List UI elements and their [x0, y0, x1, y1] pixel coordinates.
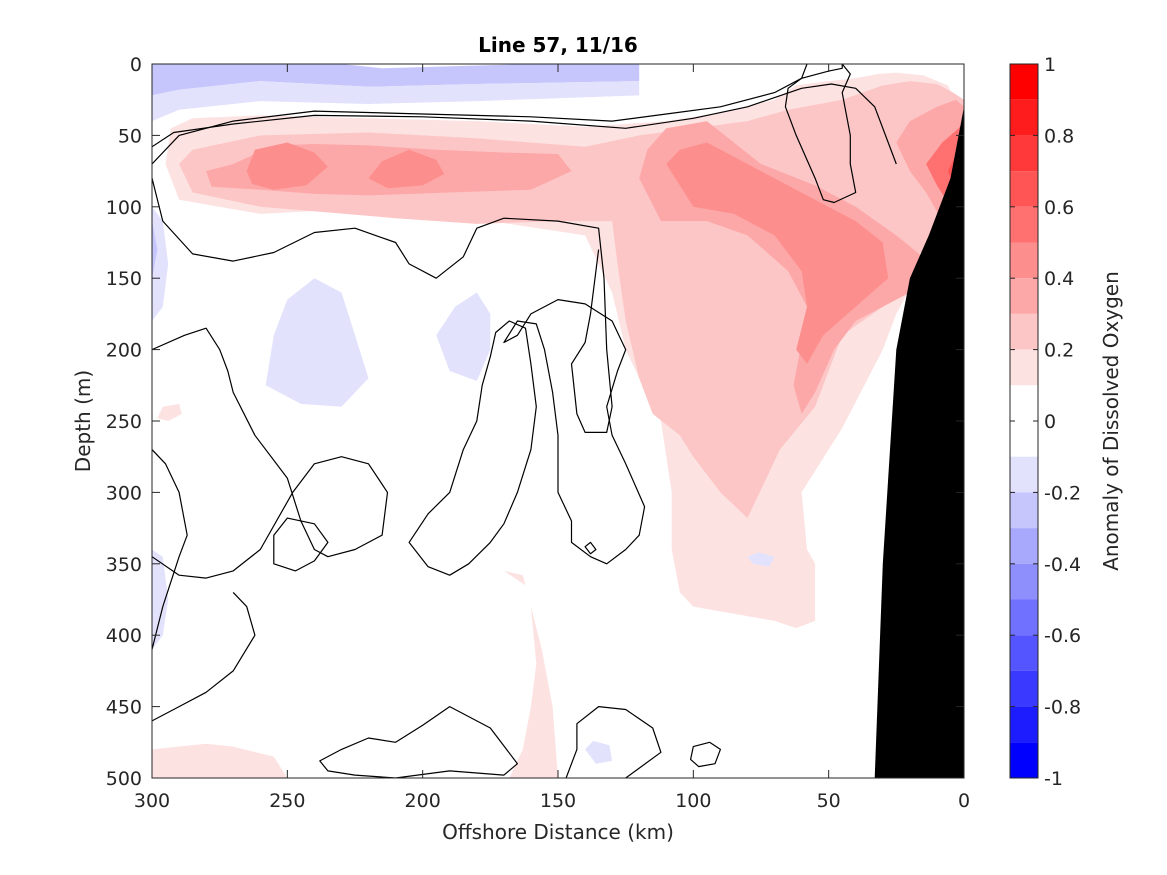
anomaly-region-16 [368, 149, 445, 189]
x-tick-label: 250 [269, 790, 305, 812]
colorbar-tick-label: 0.2 [1044, 340, 1074, 362]
colorbar-segment-12 [1010, 492, 1038, 529]
zero-contour-0 [152, 64, 843, 165]
seafloor [874, 106, 964, 778]
zero-contour-12 [689, 741, 722, 768]
plot-area [152, 64, 964, 778]
y-tick-label: 450 [106, 697, 142, 719]
chart-title: Line 57, 11/16 [478, 33, 638, 57]
y-tick-label: 500 [106, 768, 142, 790]
colorbar-segment-8 [1010, 349, 1038, 386]
zero-contour-1 [152, 83, 897, 165]
zero-contour-10 [319, 705, 519, 778]
colorbar-segment-14 [1010, 563, 1038, 600]
zero-contour-9 [584, 541, 597, 555]
colorbar: 1 0.8 0.6 0.4 0.2 0 -0.2 -0.4 -0.6 -0.8 -1 [1009, 54, 1081, 790]
anomaly-region-3 [152, 221, 158, 279]
colorbar-segment-3 [1010, 171, 1038, 207]
y-axis-title: Depth (m) [71, 370, 95, 472]
anomaly-regions [152, 64, 964, 778]
anomaly-region-14 [666, 142, 889, 364]
anomaly-region-1 [152, 81, 640, 122]
zero-contour-4 [152, 327, 389, 579]
colorbar-tick-label: -0.8 [1044, 697, 1081, 719]
seafloor-mask [874, 106, 964, 778]
colorbar-segment-4 [1010, 206, 1038, 243]
x-tick-label: 0 [958, 790, 970, 812]
colorbar-segment-17 [1010, 670, 1038, 707]
anomaly-region-21 [503, 570, 558, 778]
anomaly-region-5 [436, 292, 491, 381]
colorbar-segment-9 [1010, 385, 1038, 421]
colorbar-tick-label: 0.4 [1044, 268, 1074, 290]
colorbar-segment-19 [1010, 742, 1038, 778]
y-tick-label: 150 [106, 268, 142, 290]
x-tick-label: 50 [817, 790, 841, 812]
colorbar-tick-label: 0.8 [1044, 125, 1074, 147]
colorbar-tick-label: 0.6 [1044, 197, 1074, 219]
colorbar-title: Anomaly of Dissolved Oxygen [1099, 271, 1123, 571]
colorbar-segment-5 [1010, 242, 1038, 279]
zero-contour-6 [273, 517, 329, 572]
x-tick-label: 150 [540, 790, 576, 812]
x-tick-label: 100 [675, 790, 711, 812]
y-tick-label: 350 [106, 554, 142, 576]
colorbar-tick-label: 0 [1044, 411, 1056, 433]
colorbar-segment-10 [1010, 421, 1038, 457]
colorbar-segment-16 [1010, 635, 1038, 671]
colorbar-segment-15 [1010, 599, 1038, 636]
x-tick-label: 200 [405, 790, 441, 812]
anomaly-region-8 [152, 549, 169, 650]
colorbar-segment-11 [1010, 456, 1038, 493]
zero-contour-7 [503, 299, 646, 565]
colorbar-tick-label: -0.6 [1044, 625, 1081, 647]
colorbar-segment-2 [1010, 135, 1038, 172]
anomaly-region-9 [585, 740, 613, 764]
colorbar-tick-label: -1 [1044, 768, 1063, 790]
colorbar-segment-18 [1010, 706, 1038, 743]
anomaly-region-20 [157, 403, 182, 421]
colorbar-segment-13 [1010, 528, 1038, 564]
anomaly-region-0 [152, 64, 640, 96]
zero-contour-8 [408, 320, 537, 576]
colorbar-tick-label: -0.2 [1044, 482, 1081, 504]
anomaly-region-15 [246, 142, 328, 190]
y-tick-label: 200 [106, 340, 142, 362]
y-tick-label: 0 [130, 54, 142, 76]
zero-contour-2 [784, 64, 857, 204]
zero-contour-13 [152, 591, 256, 722]
colorbar-segment-6 [1010, 278, 1038, 314]
y-tick-label: 50 [118, 125, 142, 147]
zero-contour-11 [565, 705, 662, 778]
y-tick-label: 250 [106, 411, 142, 433]
anomaly-region-2 [152, 206, 169, 321]
anomaly-region-4 [265, 278, 369, 407]
zero-contour-3 [152, 178, 613, 433]
colorbar-tick-label: 1 [1044, 54, 1056, 76]
y-tick-label: 100 [106, 197, 142, 219]
anomaly-region-22 [152, 743, 288, 778]
colorbar-segment-1 [1010, 99, 1038, 136]
x-tick-label: 300 [134, 790, 170, 812]
colorbar-tick-label: -0.4 [1044, 554, 1081, 576]
zero-contours [152, 64, 897, 778]
zero-contour-5 [152, 449, 188, 650]
anomaly-region-23 [747, 552, 775, 567]
y-tick-label: 400 [106, 625, 142, 647]
y-tick-label: 300 [106, 482, 142, 504]
x-axis-title: Offshore Distance (km) [442, 820, 674, 844]
colorbar-segment-7 [1010, 313, 1038, 350]
axes: 300 250 200 150 100 50 00501001502002503003504… [106, 54, 970, 812]
colorbar-segment-0 [1010, 64, 1038, 100]
